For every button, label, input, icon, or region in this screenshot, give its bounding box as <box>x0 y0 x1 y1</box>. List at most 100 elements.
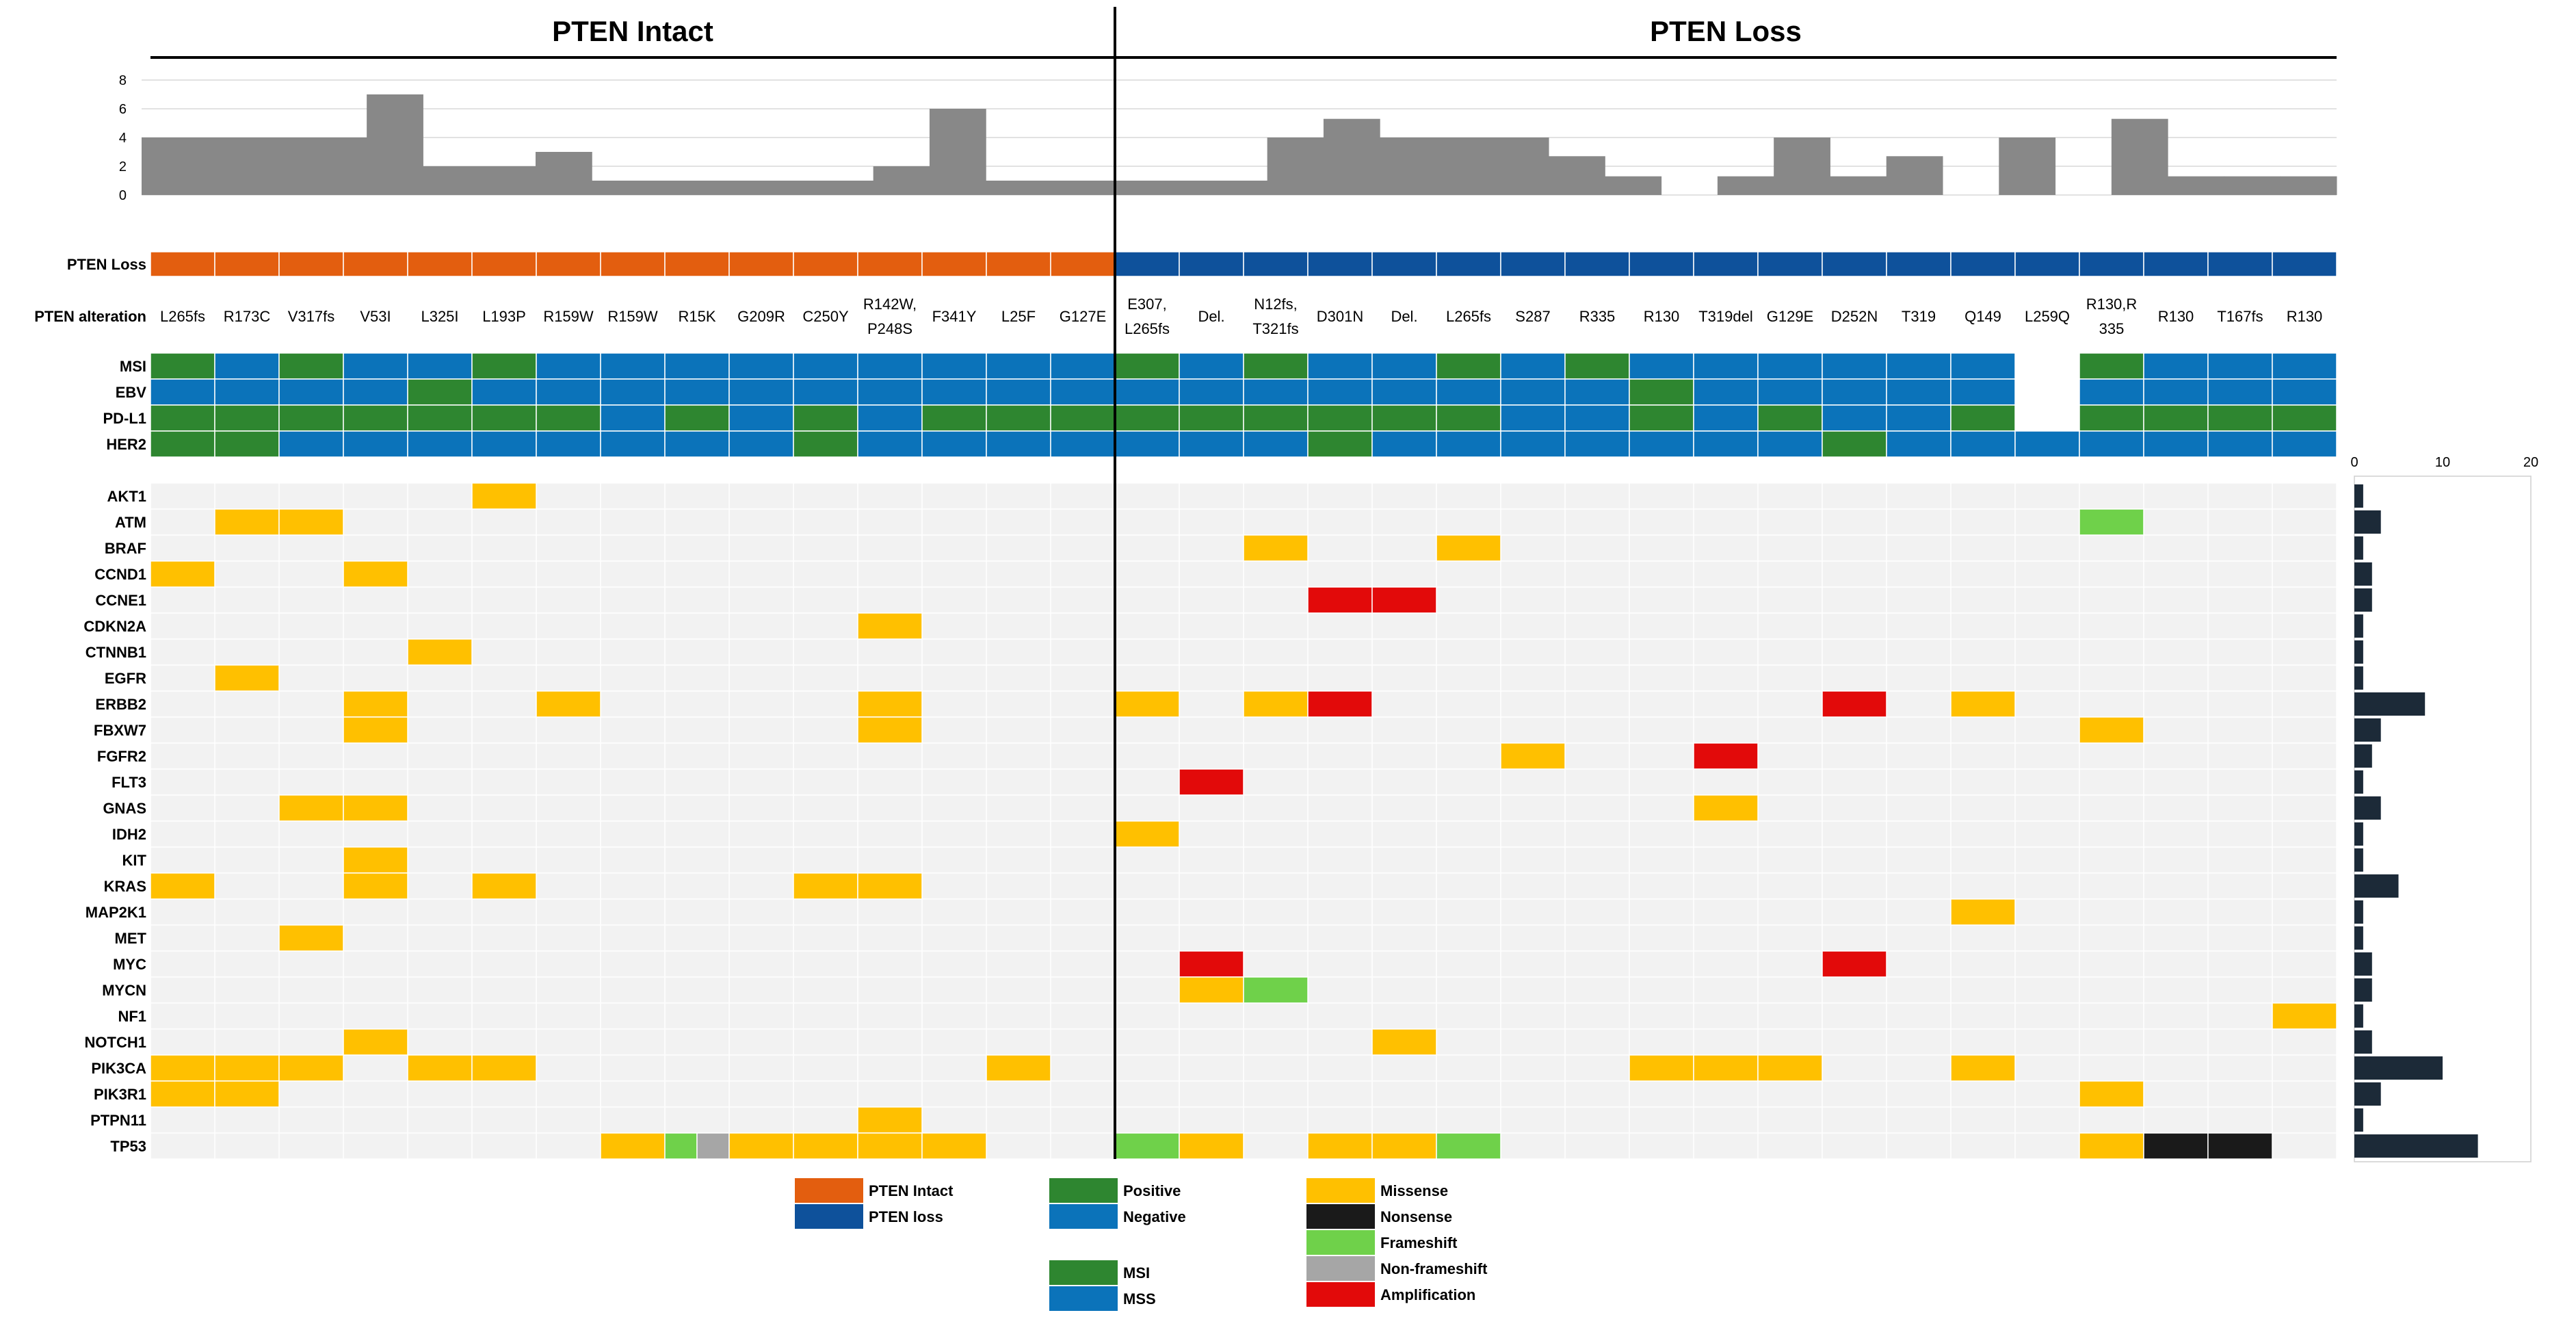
gene-label: AKT1 <box>107 488 146 505</box>
count-axis-tick: 0 <box>2350 455 2358 470</box>
top-bar <box>535 152 592 195</box>
top-bar <box>929 109 986 195</box>
gene-count-bar <box>2354 614 2363 638</box>
gene-count-bar <box>2354 640 2363 664</box>
alteration-label: N12fs, <box>1254 296 1298 313</box>
mutation-cell <box>1629 1054 1694 1082</box>
ebv-cell <box>1564 378 1630 406</box>
top-bar <box>2111 118 2168 195</box>
ebv-cell <box>536 378 601 406</box>
pten-loss-cell <box>1693 251 1759 277</box>
pten-loss-cell <box>1179 251 1244 277</box>
msi-cell <box>2272 352 2337 380</box>
alteration-label: P248S <box>867 320 912 337</box>
mutation-cell <box>150 1080 215 1108</box>
pdl1-cell <box>1564 404 1630 432</box>
top-bar <box>1380 138 1436 195</box>
alteration-label: L25F <box>1001 308 1036 325</box>
pdl1-cell <box>1050 404 1116 432</box>
her2-cell <box>793 430 858 458</box>
pdl1-cell <box>2079 404 2144 432</box>
mutation-cell <box>278 794 344 822</box>
msi-cell <box>600 352 666 380</box>
msi-cell <box>1050 352 1116 380</box>
mutation-cell <box>857 1106 923 1134</box>
group-title-loss: PTEN Loss <box>1650 15 1802 47</box>
pdl1-cell <box>1179 404 1244 432</box>
top-bar-tick-label: 8 <box>119 73 127 88</box>
mutation-cell <box>471 1054 537 1082</box>
ebv-cell <box>471 378 537 406</box>
her2-cell <box>1114 430 1180 458</box>
pten-intact-cell <box>214 251 280 277</box>
alteration-label: G129E <box>1767 308 1814 325</box>
pdl1-cell <box>1500 404 1566 432</box>
mutation-cell <box>664 1132 698 1160</box>
count-axis-tick: 20 <box>2523 455 2538 470</box>
mutation-cell <box>696 1132 730 1160</box>
ebv-cell <box>343 378 408 406</box>
msi-cell <box>278 352 344 380</box>
alteration-label: D301N <box>1317 308 1363 325</box>
pten-loss-cell <box>2207 251 2273 277</box>
top-bar-tick-label: 2 <box>119 159 127 174</box>
gene-count-bar <box>2354 1030 2372 1054</box>
pten-intact-cell <box>278 251 344 277</box>
msi-cell <box>150 352 215 380</box>
mutation-cell <box>857 612 923 640</box>
msi-cell <box>2207 352 2273 380</box>
legend-pten-swatch <box>795 1204 863 1229</box>
mutation-cell <box>407 638 473 666</box>
gene-label: PIK3R1 <box>94 1086 146 1103</box>
pten-loss-cell <box>2079 251 2144 277</box>
gene-count-bar <box>2354 770 2363 794</box>
mutation-cell <box>1114 690 1180 718</box>
her2-cell <box>2014 430 2080 458</box>
her2-cell <box>2272 430 2337 458</box>
pdl1-cell <box>1436 404 1501 432</box>
ebv-cell <box>986 378 1051 406</box>
ebv-cell <box>2143 378 2209 406</box>
top-bar <box>1605 176 1662 195</box>
pdl1-cell <box>471 404 537 432</box>
pten-intact-cell <box>921 251 987 277</box>
gene-count-bar <box>2354 1056 2443 1080</box>
alteration-label: V317fs <box>288 308 335 325</box>
mutation-cell <box>278 1054 344 1082</box>
gene-count-bar <box>2354 666 2363 690</box>
ebv-cell <box>1307 378 1373 406</box>
top-bar <box>1323 118 1380 195</box>
msi-cell <box>536 352 601 380</box>
gene-count-bar <box>2354 1108 2363 1132</box>
ebv-cell <box>1114 378 1180 406</box>
pdl1-cell <box>1114 404 1180 432</box>
msi-cell <box>728 352 794 380</box>
msi-cell <box>986 352 1051 380</box>
pten-intact-cell <box>728 251 794 277</box>
pdl1-cell <box>343 404 408 432</box>
her2-cell <box>1307 430 1373 458</box>
gene-label: MET <box>115 930 147 947</box>
mutation-cell <box>857 1132 923 1160</box>
legend-msi-label: MSS <box>1123 1290 1156 1307</box>
alteration-label: R142W, <box>863 296 917 313</box>
legend-mutation-swatch <box>1306 1256 1375 1281</box>
msi-cell <box>471 352 537 380</box>
mutation-cell <box>214 1080 280 1108</box>
gene-label: NOTCH1 <box>85 1034 146 1051</box>
mutation-cell <box>1693 1054 1759 1082</box>
mutation-cell <box>600 1132 666 1160</box>
top-bar <box>648 181 705 195</box>
pten-loss-cell <box>2143 251 2209 277</box>
alteration-label: R173C <box>224 308 271 325</box>
mutation-cell <box>343 794 408 822</box>
pten-loss-cell <box>1243 251 1309 277</box>
msi-cell <box>214 352 280 380</box>
pdl1-cell <box>600 404 666 432</box>
mutation-cell <box>278 508 344 536</box>
gene-count-bar <box>2354 1004 2363 1028</box>
top-bar <box>1211 181 1268 195</box>
mutation-cell <box>793 1132 858 1160</box>
mutation-cell <box>150 872 215 900</box>
